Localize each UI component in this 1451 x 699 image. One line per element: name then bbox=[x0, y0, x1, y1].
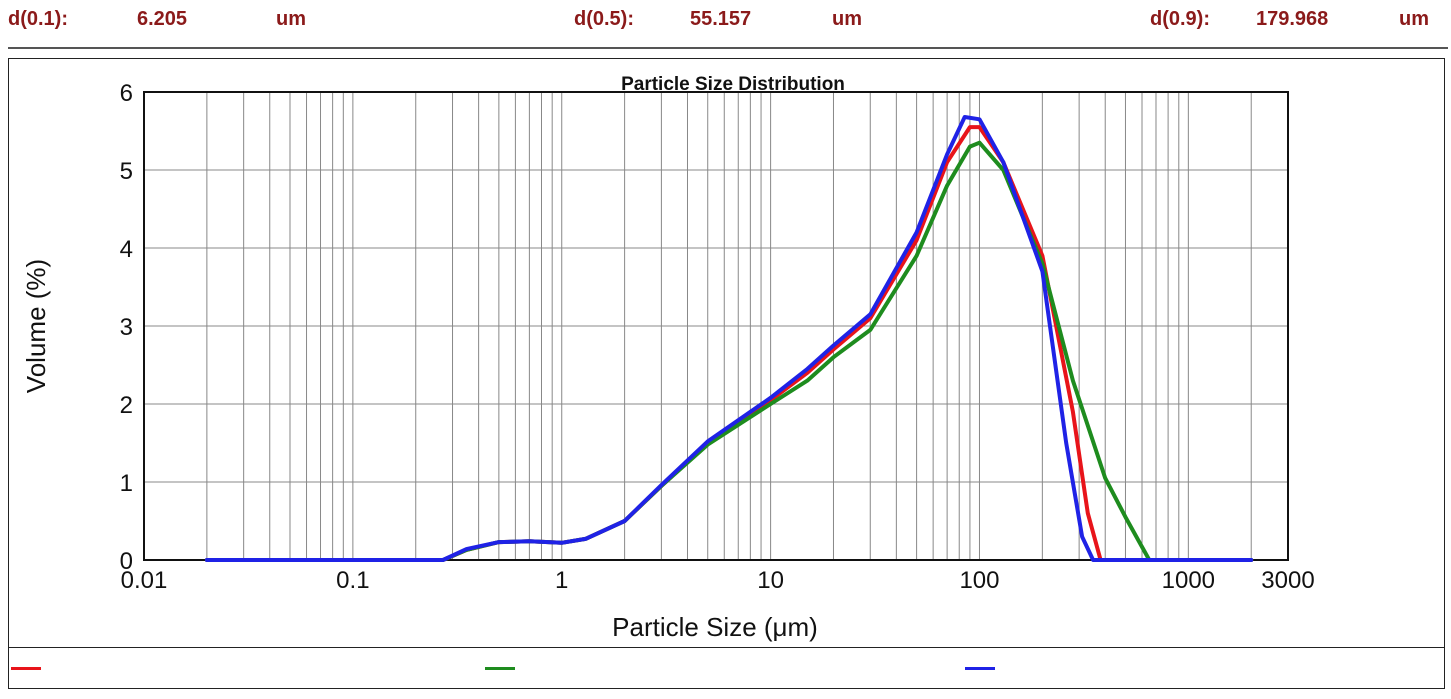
y-tick-label: 0 bbox=[120, 548, 133, 575]
series-line-2 bbox=[204, 140, 1254, 562]
y-tick-label: 6 bbox=[120, 80, 133, 107]
grid bbox=[143, 91, 1289, 561]
legend-swatch-1 bbox=[11, 667, 41, 670]
y-tick-label: 1 bbox=[120, 470, 133, 497]
d10-value: 6.205 bbox=[137, 8, 188, 30]
x-tick-label: 0.1 bbox=[336, 567, 369, 594]
d90-value: 179.968 bbox=[1256, 8, 1329, 30]
d50-label: d(0.5): bbox=[574, 8, 634, 30]
x-tick-label: 3000 bbox=[1261, 567, 1314, 594]
legend-swatch-3 bbox=[965, 667, 995, 670]
x-tick-label: 100 bbox=[959, 567, 999, 594]
x-tick-label: 1000 bbox=[1162, 567, 1215, 594]
x-tick-label: 0.01 bbox=[121, 567, 168, 594]
d10-unit: um bbox=[276, 8, 306, 30]
y-tick-label: 5 bbox=[120, 158, 133, 185]
d90-label: d(0.9): bbox=[1150, 8, 1210, 30]
x-tick-label: 1 bbox=[555, 567, 568, 594]
y-tick-label: 2 bbox=[120, 392, 133, 419]
series-group bbox=[204, 115, 1254, 562]
chart-title: Particle Size Distribution bbox=[621, 74, 845, 95]
d90-unit: um bbox=[1399, 8, 1429, 30]
x-axis-label: Particle Size (μm) bbox=[612, 612, 818, 642]
legend-swatch-2 bbox=[485, 667, 515, 670]
legend bbox=[8, 647, 1445, 689]
statistics-bar: d(0.1): 6.205 um d(0.5): 55.157 um d(0.9… bbox=[0, 0, 1451, 40]
d50-value: 55.157 bbox=[690, 8, 752, 30]
y-axis-label: Volume (%) bbox=[21, 259, 51, 393]
tick-labels: 0.01 0.1 1 10 100 1000 3000 0 1 2 3 4 5 6 bbox=[120, 80, 1315, 594]
series-line-3 bbox=[204, 115, 1254, 562]
d10-label: d(0.1): bbox=[8, 8, 68, 30]
d50-unit: um bbox=[832, 8, 862, 30]
x-tick-label: 10 bbox=[757, 567, 784, 594]
y-tick-label: 4 bbox=[120, 236, 133, 263]
series-line-1 bbox=[204, 125, 1254, 562]
divider bbox=[8, 47, 1448, 49]
plot-area bbox=[143, 91, 1289, 561]
y-tick-label: 3 bbox=[120, 314, 133, 341]
